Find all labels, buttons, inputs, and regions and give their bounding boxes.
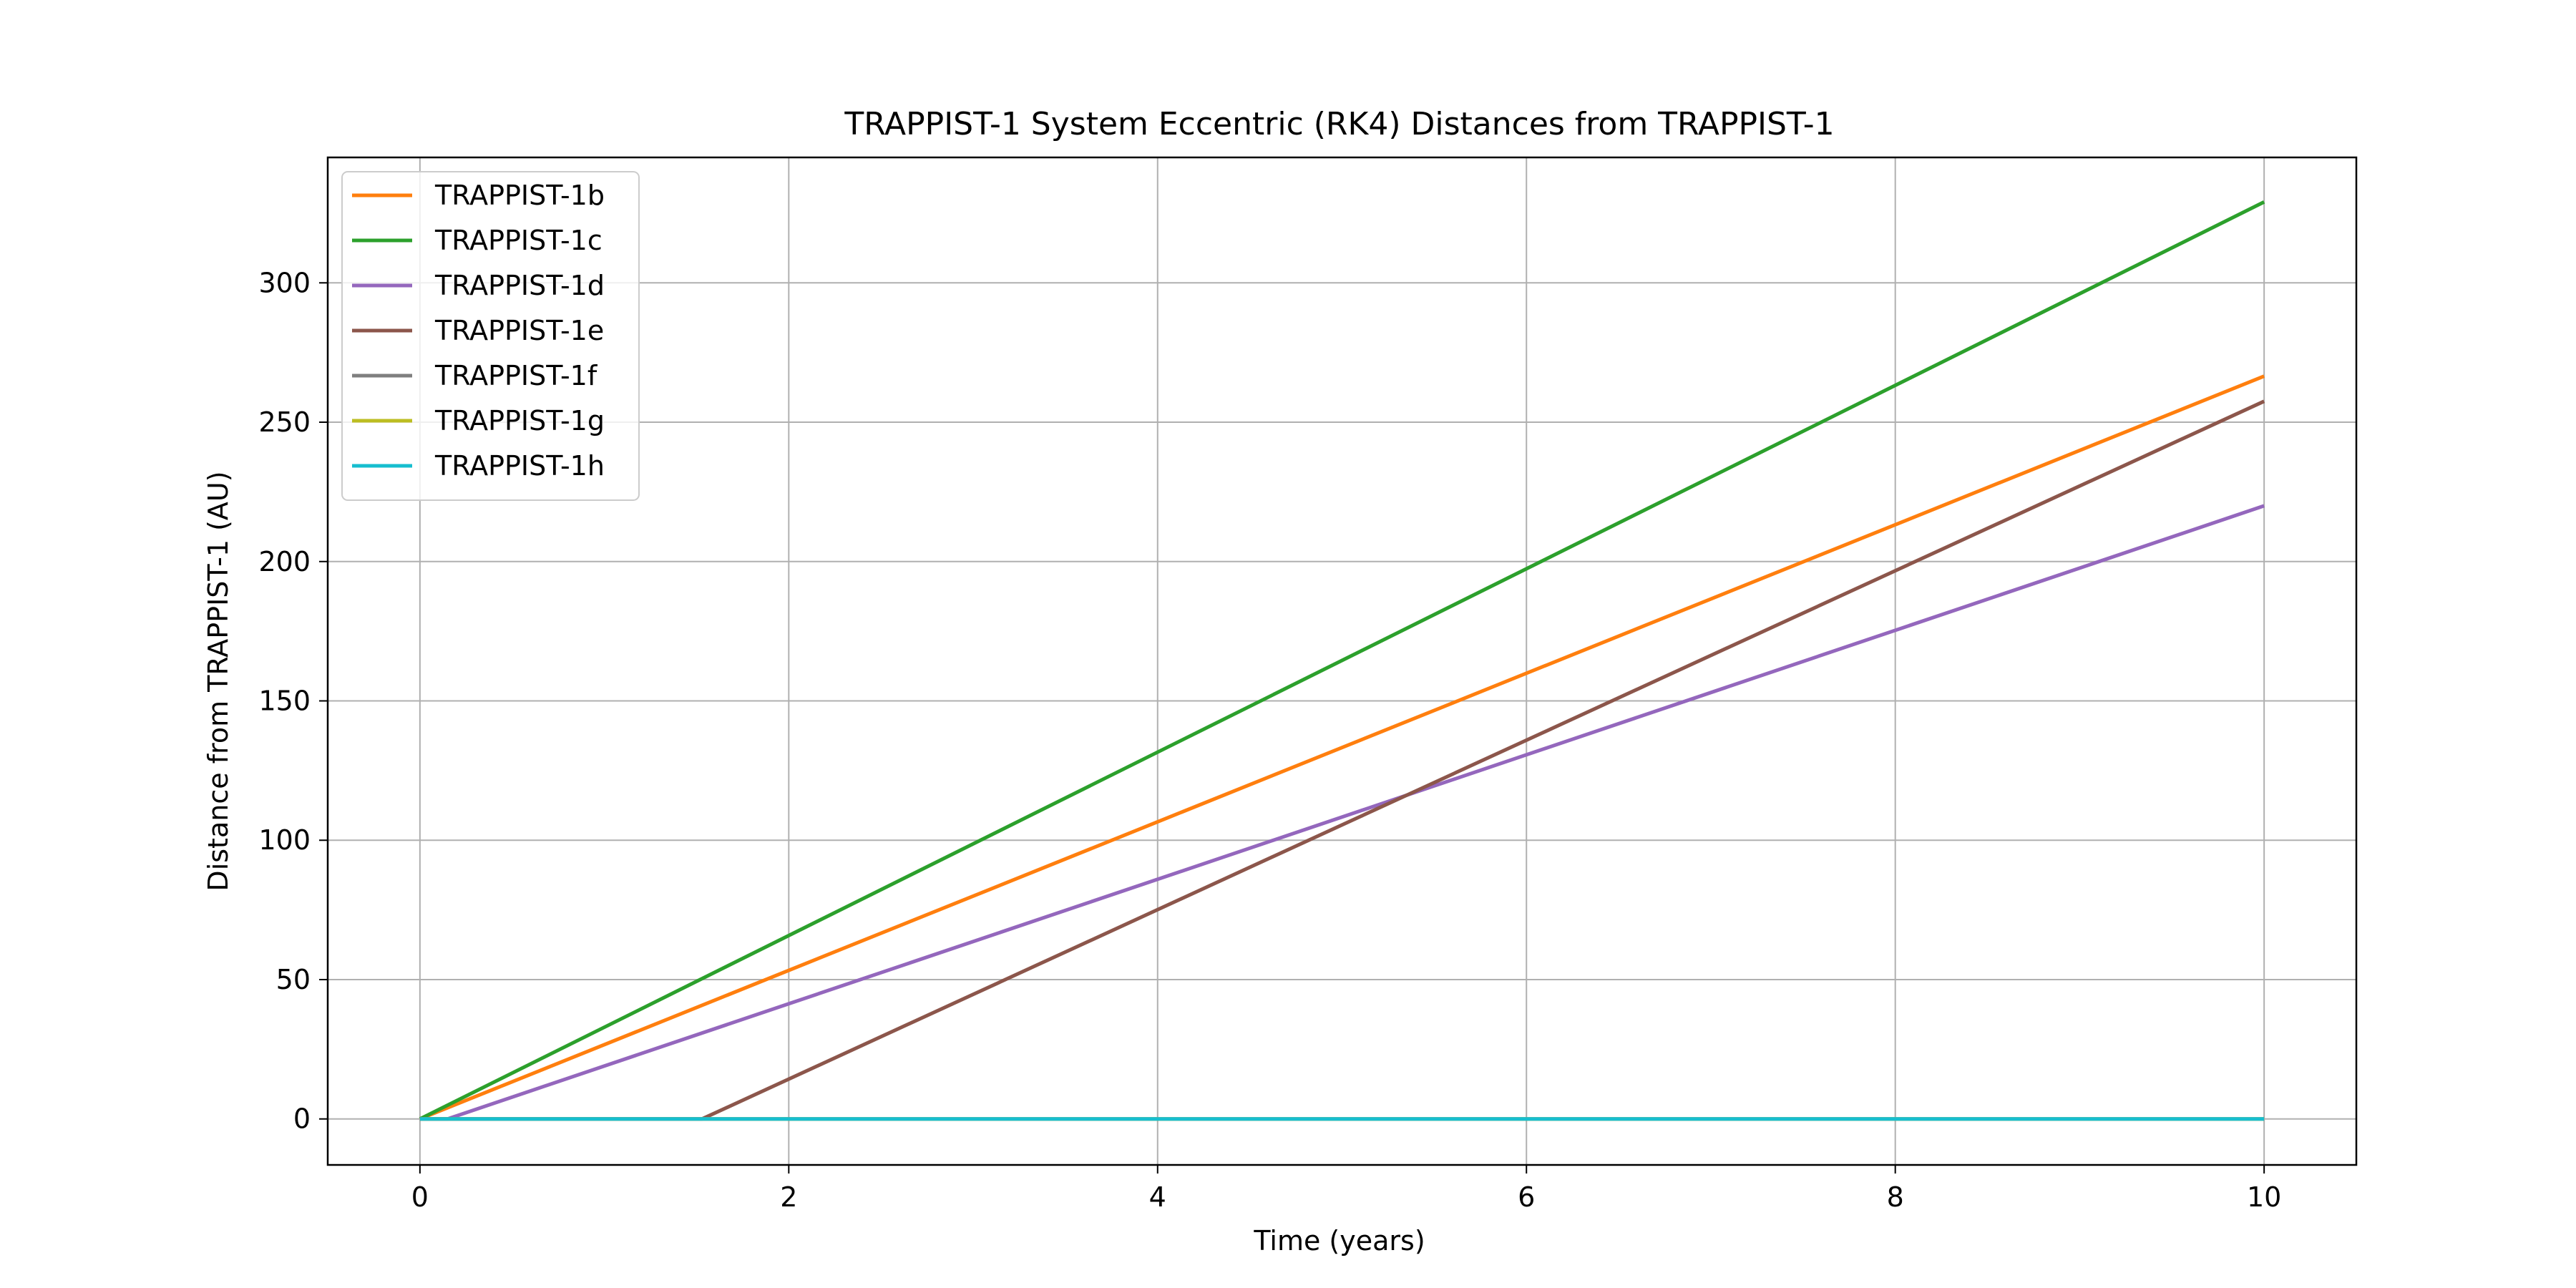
legend-label: TRAPPIST-1h bbox=[434, 450, 605, 482]
y-tick-label: 0 bbox=[293, 1103, 311, 1135]
legend-label: TRAPPIST-1e bbox=[434, 315, 604, 346]
chart-title: TRAPPIST-1 System Eccentric (RK4) Distan… bbox=[844, 106, 1834, 142]
legend-label: TRAPPIST-1d bbox=[434, 270, 605, 301]
x-tick-label: 0 bbox=[411, 1181, 429, 1213]
y-tick-label: 250 bbox=[258, 406, 311, 438]
series-lines bbox=[419, 200, 2265, 1121]
legend-box bbox=[341, 171, 640, 501]
x-axis-label: Time (years) bbox=[1253, 1225, 1425, 1257]
x-tick-label: 4 bbox=[1149, 1181, 1166, 1213]
y-axis-label: Distance from TRAPPIST-1 (AU) bbox=[203, 471, 234, 891]
x-tick-label: 8 bbox=[1887, 1181, 1904, 1213]
x-tick-label: 10 bbox=[2247, 1181, 2281, 1213]
x-tick-label: 6 bbox=[1518, 1181, 1535, 1213]
series-line-trappist-1b bbox=[419, 374, 2265, 1121]
series-line-trappist-1c bbox=[419, 200, 2265, 1121]
y-tick-label: 300 bbox=[258, 267, 311, 298]
legend: TRAPPIST-1b TRAPPIST-1c TRAPPIST-1d TRAPPIS… bbox=[341, 171, 640, 501]
y-tick-label: 200 bbox=[258, 546, 311, 577]
y-tick-label: 150 bbox=[258, 686, 311, 717]
y-tick-label: 100 bbox=[258, 824, 311, 856]
legend-label: TRAPPIST-1g bbox=[434, 405, 605, 436]
legend-label: TRAPPIST-1b bbox=[434, 180, 605, 211]
plot-frame bbox=[326, 156, 2358, 1166]
y-tick-label: 50 bbox=[276, 964, 311, 995]
legend-label: TRAPPIST-1f bbox=[434, 360, 598, 391]
legend-label: TRAPPIST-1c bbox=[434, 225, 602, 256]
x-tick-label: 2 bbox=[780, 1181, 797, 1213]
